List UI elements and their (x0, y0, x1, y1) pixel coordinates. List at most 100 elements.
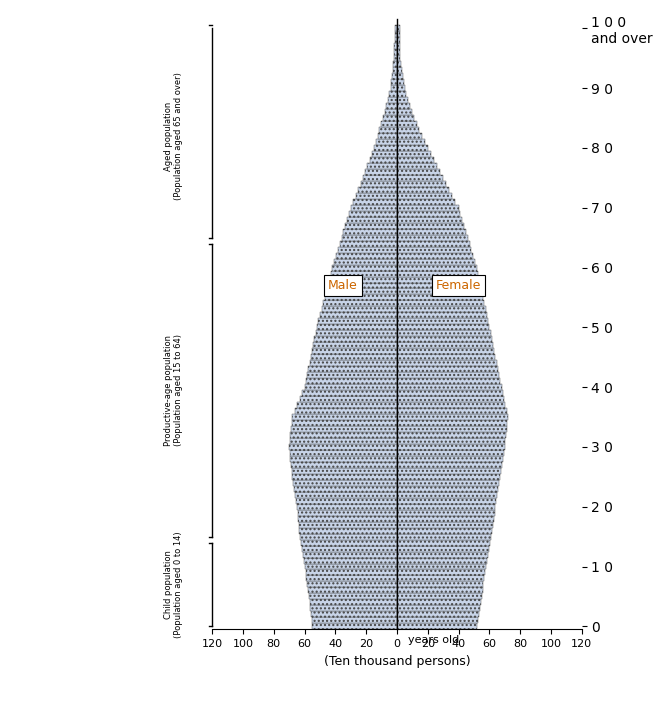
Bar (395, 43, 397, 49)
Bar (397, 235, 468, 240)
Bar (312, 617, 397, 624)
Bar (347, 217, 397, 223)
Text: Female: Female (436, 279, 481, 292)
Bar (297, 503, 397, 510)
Bar (397, 390, 503, 396)
Bar (397, 38, 400, 43)
Bar (397, 252, 474, 259)
Bar (397, 360, 497, 366)
Bar (397, 97, 408, 103)
Bar (297, 510, 397, 515)
Bar (343, 229, 397, 235)
Bar (397, 617, 478, 624)
Bar (397, 193, 452, 199)
Bar (353, 199, 397, 205)
Bar (395, 31, 397, 38)
Bar (397, 139, 425, 145)
Bar (291, 462, 397, 468)
Bar (397, 432, 506, 438)
Bar (375, 139, 397, 145)
Bar (331, 271, 397, 277)
Bar (397, 229, 466, 235)
Bar (296, 498, 397, 503)
Bar (397, 605, 480, 611)
Bar (397, 319, 488, 324)
Bar (397, 468, 501, 474)
Bar (397, 384, 502, 390)
Bar (397, 354, 496, 360)
Bar (393, 68, 397, 73)
Bar (386, 103, 397, 109)
Bar (307, 575, 397, 582)
Bar (397, 331, 490, 336)
Bar (395, 38, 397, 43)
Bar (397, 210, 460, 217)
Bar (371, 151, 397, 157)
Text: Productive-age population
(Population aged 15 to 64): Productive-age population (Population ag… (164, 334, 184, 446)
Bar (379, 127, 397, 133)
Bar (365, 169, 397, 175)
Bar (293, 414, 397, 420)
Bar (292, 420, 397, 426)
Bar (377, 133, 397, 139)
Bar (334, 259, 397, 264)
Bar (290, 438, 397, 444)
Bar (293, 474, 397, 480)
Bar (295, 492, 397, 498)
Bar (397, 247, 472, 252)
Bar (397, 271, 478, 277)
Bar (290, 450, 397, 456)
Bar (363, 175, 397, 181)
Bar (397, 109, 412, 115)
Bar (340, 240, 397, 247)
Bar (321, 306, 397, 312)
Bar (351, 205, 397, 210)
Bar (397, 223, 464, 229)
Bar (397, 306, 486, 312)
Bar (397, 366, 498, 372)
Bar (397, 372, 499, 378)
Bar (304, 557, 397, 564)
Bar (309, 360, 397, 366)
Bar (397, 420, 507, 426)
Bar (397, 85, 405, 91)
Bar (397, 103, 410, 109)
Bar (397, 396, 504, 402)
Bar (291, 432, 397, 438)
Bar (355, 193, 397, 199)
Bar (397, 68, 402, 73)
Bar (367, 163, 397, 169)
Bar (397, 545, 489, 552)
Bar (397, 121, 417, 127)
Text: Aged population
(Population aged 65 and over): Aged population (Population aged 65 and … (164, 72, 184, 200)
Bar (397, 462, 502, 468)
Bar (397, 564, 486, 570)
Bar (323, 301, 397, 306)
Bar (397, 31, 400, 38)
Bar (397, 444, 505, 450)
Bar (397, 163, 437, 169)
Bar (397, 43, 400, 49)
Bar (302, 545, 397, 552)
Bar (397, 145, 428, 151)
Bar (305, 384, 397, 390)
Bar (397, 259, 475, 264)
Bar (387, 97, 397, 103)
Bar (397, 240, 470, 247)
Bar (397, 324, 489, 331)
Bar (397, 492, 497, 498)
Bar (397, 582, 484, 587)
Bar (397, 510, 494, 515)
Bar (397, 522, 493, 528)
Bar (293, 480, 397, 486)
Bar (345, 223, 397, 229)
Bar (325, 294, 397, 301)
Bar (397, 408, 506, 414)
Bar (393, 61, 397, 68)
Bar (397, 169, 440, 175)
Bar (397, 624, 477, 629)
Bar (397, 348, 494, 354)
Bar (307, 372, 397, 378)
Bar (385, 109, 397, 115)
Bar (383, 115, 397, 121)
